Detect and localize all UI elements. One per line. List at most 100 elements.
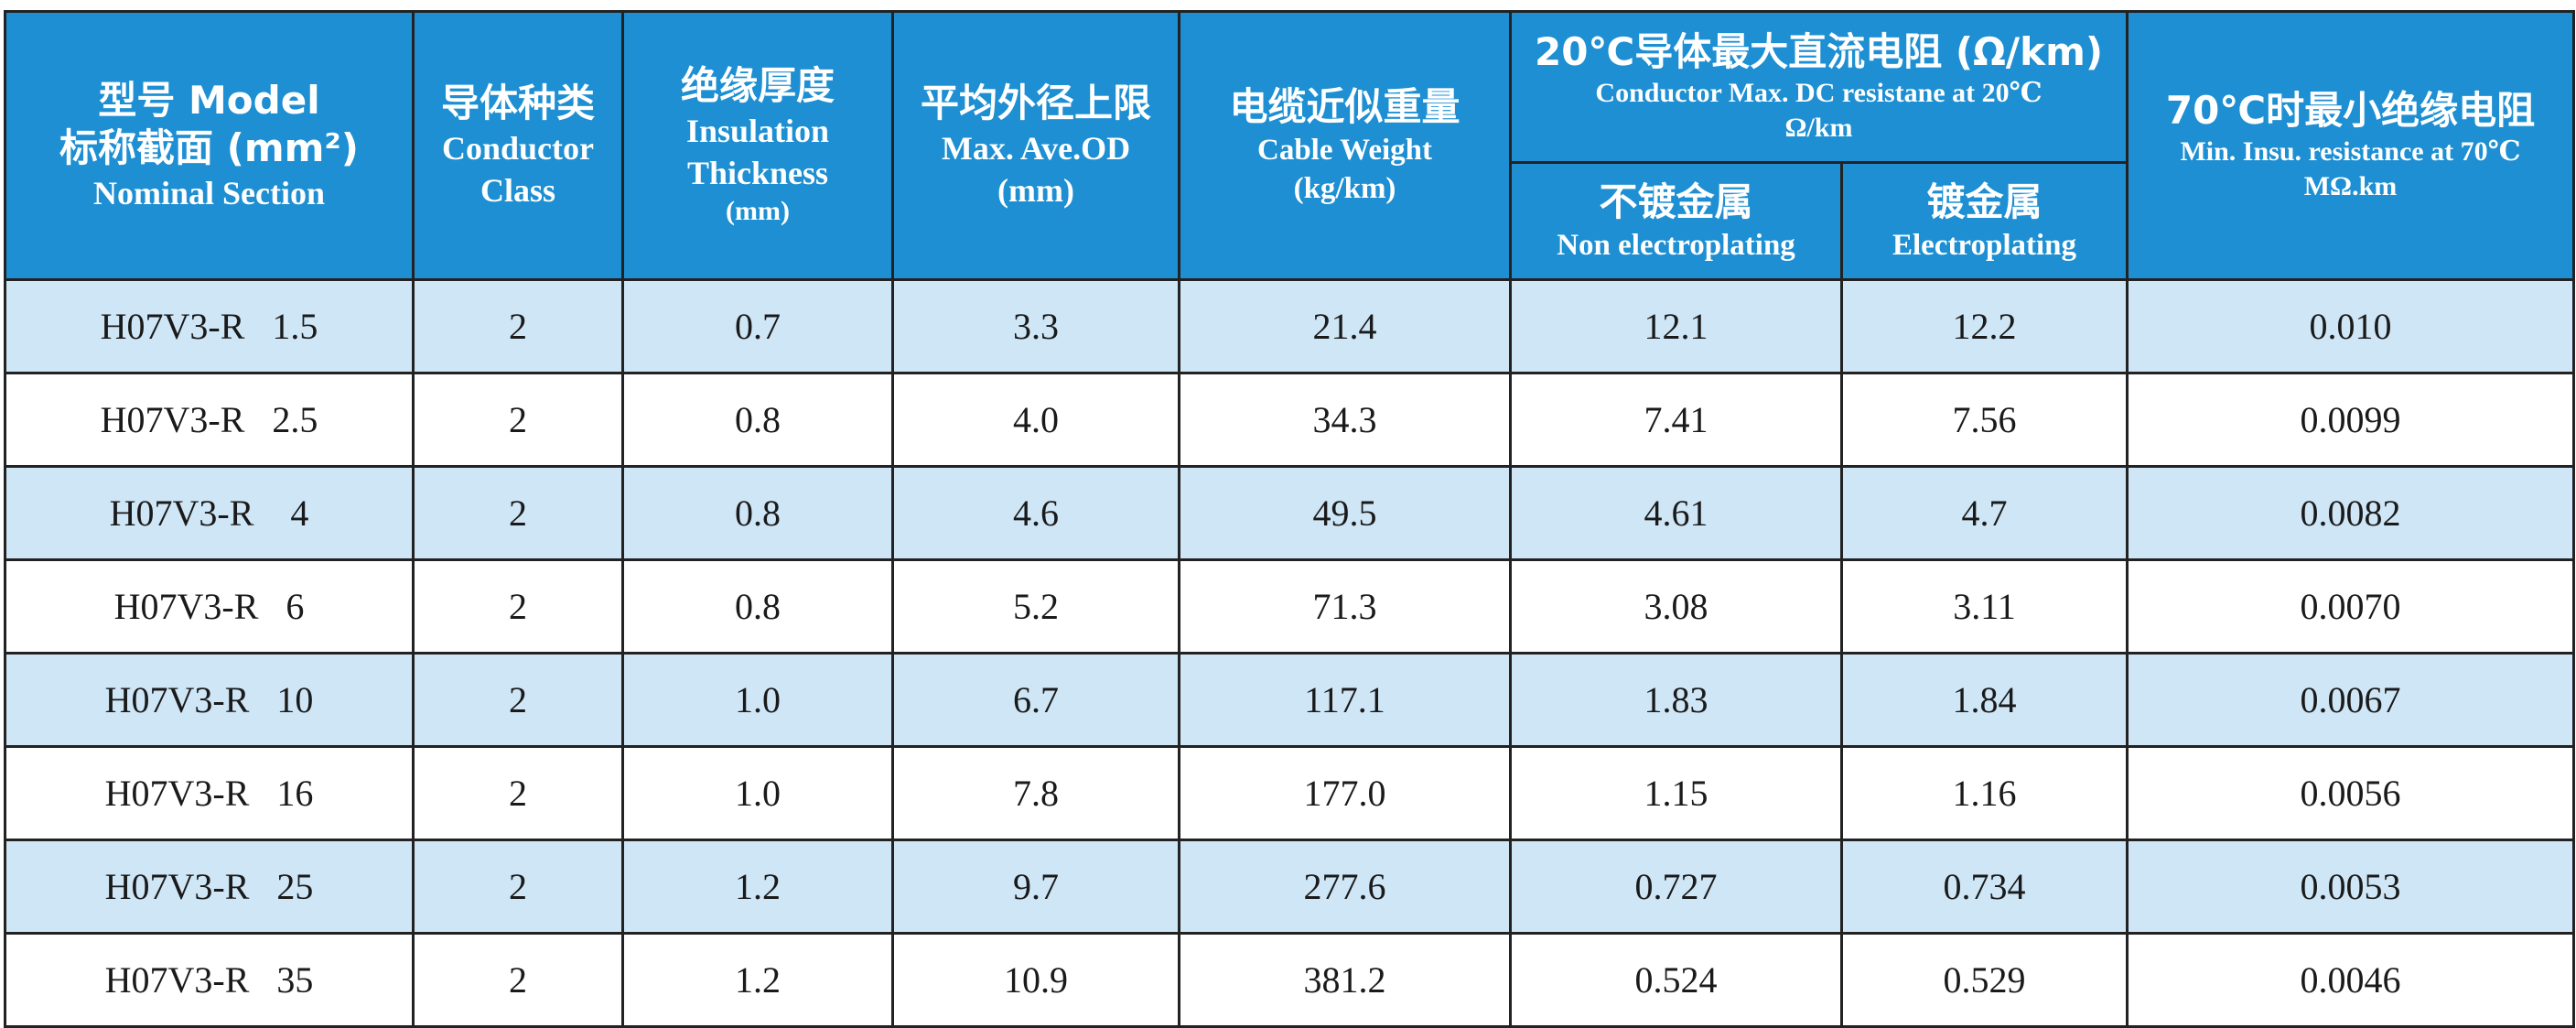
cell-class: 2 (412, 745, 624, 841)
header-insulation-en2: Thickness (686, 155, 829, 191)
cell-model: H07V3-R 2.5 (4, 372, 415, 468)
table-row: H07V3-R 4 2 0.8 4.6 49.5 4.61 4.7 0.0082 (4, 465, 2575, 561)
header-class-en1: Conductor (441, 130, 594, 167)
header-insulation-zh: 绝缘厚度 (680, 63, 835, 108)
cell-insulation: 0.8 (621, 372, 894, 468)
header-model-en: Nominal Section (92, 175, 325, 211)
header-od-unit: (mm) (997, 172, 1074, 209)
cell-od: 4.6 (891, 465, 1180, 561)
header-conductor-class: 导体种类 Conductor Class (412, 10, 624, 281)
header-max-ave-od: 平均外径上限 Max. Ave.OD (mm) (891, 10, 1180, 281)
table-body: H07V3-R 1.5 2 0.7 3.3 21.4 12.1 12.2 0.0… (4, 278, 2575, 1028)
header-weight-zh: 电缆近似重量 (1229, 84, 1460, 129)
table-row: H07V3-R 1.5 2 0.7 3.3 21.4 12.1 12.2 0.0… (4, 278, 2575, 374)
header-dc-resistance: 20℃导体最大直流电阻 (Ω/km) Conductor Max. DC res… (1509, 10, 2129, 164)
cell-plated: 7.56 (1840, 372, 2129, 468)
header-class-zh: 导体种类 (440, 81, 595, 125)
cell-insulation: 0.7 (621, 278, 894, 374)
cell-insu-res: 0.0056 (2126, 745, 2575, 841)
cell-od: 6.7 (891, 652, 1180, 748)
table-row: H07V3-R 35 2 1.2 10.9 381.2 0.524 0.529 … (4, 932, 2575, 1028)
cell-class: 2 (412, 558, 624, 655)
cell-class: 2 (412, 465, 624, 561)
header-electroplating: 镀金属 Electroplating (1840, 161, 2129, 281)
table-row: H07V3-R 16 2 1.0 7.8 177.0 1.15 1.16 0.0… (4, 745, 2575, 841)
cell-non-plated: 7.41 (1509, 372, 1843, 468)
cell-class: 2 (412, 652, 624, 748)
cell-od: 7.8 (891, 745, 1180, 841)
cell-plated: 1.84 (1840, 652, 2129, 748)
cell-insulation: 1.2 (621, 839, 894, 935)
table-row: H07V3-R 25 2 1.2 9.7 277.6 0.727 0.734 0… (4, 839, 2575, 935)
cable-spec-table: 型号 Model 标称截面 (mm²) Nominal Section 导体种类… (4, 10, 2575, 1028)
header-weight-en: Cable Weight (1257, 134, 1432, 167)
cell-model: H07V3-R 4 (4, 465, 415, 561)
cell-insulation: 1.2 (621, 932, 894, 1028)
cell-insulation: 0.8 (621, 465, 894, 561)
cell-plated: 0.734 (1840, 839, 2129, 935)
header-row-sub: 不镀金属 Non electroplating 镀金属 Electroplati… (5, 161, 2574, 281)
cell-non-plated: 1.83 (1509, 652, 1843, 748)
cell-plated: 1.16 (1840, 745, 2129, 841)
header-od-en: Max. Ave.OD (941, 130, 1131, 167)
header-insu-res-en1: Min. Insu. resistance at 70℃ (2180, 136, 2521, 167)
header-insu-res-en2: MΩ.km (2303, 171, 2398, 201)
cell-od: 5.2 (891, 558, 1180, 655)
cell-insu-res: 0.010 (2126, 278, 2575, 374)
header-non-electroplating: 不镀金属 Non electroplating (1509, 161, 1843, 281)
cell-weight: 34.3 (1178, 372, 1512, 468)
cell-od: 3.3 (891, 278, 1180, 374)
cell-insu-res: 0.0082 (2126, 465, 2575, 561)
cell-model: H07V3-R 35 (4, 932, 415, 1028)
cell-weight: 21.4 (1178, 278, 1512, 374)
table-row: H07V3-R 2.5 2 0.8 4.0 34.3 7.41 7.56 0.0… (4, 372, 2575, 468)
header-weight-unit: (kg/km) (1293, 172, 1396, 205)
cell-weight: 117.1 (1178, 652, 1512, 748)
header-non-plated-zh: 不镀金属 (1599, 179, 1753, 224)
header-resistance-en2: Ω/km (1784, 113, 1853, 143)
header-cable-weight: 电缆近似重量 Cable Weight (kg/km) (1178, 10, 1512, 281)
cell-class: 2 (412, 839, 624, 935)
cell-class: 2 (412, 372, 624, 468)
cell-insu-res: 0.0070 (2126, 558, 2575, 655)
cell-weight: 277.6 (1178, 839, 1512, 935)
cell-model: H07V3-R 25 (4, 839, 415, 935)
cell-non-plated: 3.08 (1509, 558, 1843, 655)
cell-plated: 12.2 (1840, 278, 2129, 374)
header-row-top: 型号 Model 标称截面 (mm²) Nominal Section 导体种类… (4, 10, 2575, 281)
cell-non-plated: 4.61 (1509, 465, 1843, 561)
header-non-plated-en: Non electroplating (1557, 228, 1795, 262)
cell-insulation: 0.8 (621, 558, 894, 655)
cell-plated: 3.11 (1840, 558, 2129, 655)
cell-non-plated: 0.727 (1509, 839, 1843, 935)
cell-non-plated: 12.1 (1509, 278, 1843, 374)
table-row: H07V3-R 6 2 0.8 5.2 71.3 3.08 3.11 0.007… (4, 558, 2575, 655)
header-model-line1: 型号 Model (98, 78, 320, 123)
cell-model: H07V3-R 6 (4, 558, 415, 655)
cell-non-plated: 0.524 (1509, 932, 1843, 1028)
cell-class: 2 (412, 278, 624, 374)
cell-model: H07V3-R 16 (4, 745, 415, 841)
cell-non-plated: 1.15 (1509, 745, 1843, 841)
header-resistance-en1: Conductor Max. DC resistane at 20℃ (1595, 78, 2042, 108)
header-insulation-en1: Insulation (685, 113, 830, 149)
cell-od: 10.9 (891, 932, 1180, 1028)
cell-insu-res: 0.0099 (2126, 372, 2575, 468)
cell-model: H07V3-R 1.5 (4, 278, 415, 374)
table-header: 型号 Model 标称截面 (mm²) Nominal Section 导体种类… (4, 10, 2575, 281)
cell-plated: 4.7 (1840, 465, 2129, 561)
header-plated-zh: 镀金属 (1926, 179, 2042, 224)
header-insulation-resistance: 70℃时最小绝缘电阻 Min. Insu. resistance at 70℃ … (2126, 10, 2575, 281)
cell-class: 2 (412, 932, 624, 1028)
cell-insulation: 1.0 (621, 652, 894, 748)
header-od-zh: 平均外径上限 (920, 81, 1151, 125)
table-row: H07V3-R 10 2 1.0 6.7 117.1 1.83 1.84 0.0… (4, 652, 2575, 748)
cell-insulation: 1.0 (621, 745, 894, 841)
header-class-en2: Class (480, 172, 556, 209)
header-insulation-thickness: 绝缘厚度 Insulation Thickness (mm) (621, 10, 894, 281)
cell-weight: 49.5 (1178, 465, 1512, 561)
cell-weight: 71.3 (1178, 558, 1512, 655)
header-insulation-unit: (mm) (726, 196, 790, 226)
cell-model: H07V3-R 10 (4, 652, 415, 748)
header-resistance-zh: 20℃导体最大直流电阻 (Ω/km) (1534, 29, 2104, 74)
